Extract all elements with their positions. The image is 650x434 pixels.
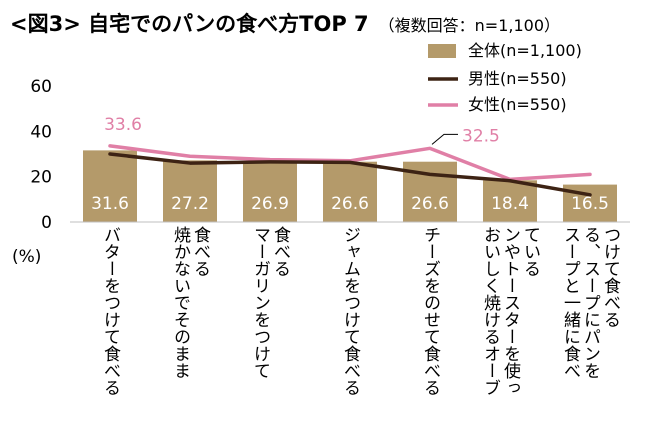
legend-group: 全体(n=1,100) 男性(n=550) 女性(n=550): [428, 41, 582, 114]
legend-label: 全体(n=1,100): [468, 41, 582, 60]
bar-value-label: 26.6: [331, 194, 369, 214]
data-annotation: 33.6: [104, 115, 142, 135]
annotation-leader: [431, 133, 458, 145]
category-label: おいしく焼けるオーブ: [480, 226, 501, 396]
lines-group: [108, 144, 592, 197]
chart-subtitle: （複数回答：n=1,100）: [378, 16, 561, 35]
category-label: ジャムをつけて食べる: [340, 226, 361, 396]
category-label: マーガリンをつけて: [250, 226, 270, 379]
category-label: 食べる: [270, 226, 291, 277]
bar-value-label: 27.2: [171, 194, 209, 214]
y-tick-label: 40: [30, 122, 52, 142]
legend-swatch-bar: [428, 44, 456, 58]
category-label: チーズをのせて食べる: [420, 226, 441, 396]
bar: [323, 161, 377, 222]
bar: [483, 180, 537, 222]
category-label: つけて食べる: [600, 226, 621, 328]
bar-value-label: 18.4: [491, 194, 529, 214]
chart-title: <図3> 自宅でのパンの食べ方TOP 7: [10, 12, 369, 36]
bar-value-label: 31.6: [91, 194, 129, 214]
annotations-group: 33.6 32.5: [104, 115, 500, 146]
y-tick-label: 0: [41, 213, 52, 233]
bar: [243, 161, 297, 222]
category-label: 焼かないでそのまま: [170, 226, 191, 379]
bar-value-label: 26.6: [411, 194, 449, 214]
title-row: <図3> 自宅でのパンの食べ方TOP 7 （複数回答：n=1,100）: [10, 8, 560, 38]
bars-group: 31.6 27.2 26.9 26.6 26.6 18.4 16.5: [83, 150, 617, 222]
y-axis-label: (%): [12, 247, 41, 267]
bar-value-label: 16.5: [571, 194, 609, 214]
legend-label: 女性(n=550): [468, 95, 567, 114]
bar-value-label: 26.9: [251, 194, 289, 214]
series-line-1: [108, 152, 592, 197]
y-tick-label: 60: [30, 77, 52, 97]
category-label: ている: [520, 226, 540, 277]
bar: [163, 160, 217, 222]
data-annotation: 32.5: [462, 126, 500, 146]
category-label: る、スープにパンを: [580, 226, 600, 379]
category-label: ンやトースターを使っ: [500, 226, 521, 396]
legend-label: 男性(n=550): [468, 69, 567, 88]
category-label: 食べる: [190, 226, 211, 277]
bar: [83, 150, 137, 222]
category-label: バターをつけて食べる: [100, 226, 121, 396]
y-tick-label: 20: [30, 168, 52, 188]
category-label: スープと一緒に食べ: [560, 226, 581, 379]
